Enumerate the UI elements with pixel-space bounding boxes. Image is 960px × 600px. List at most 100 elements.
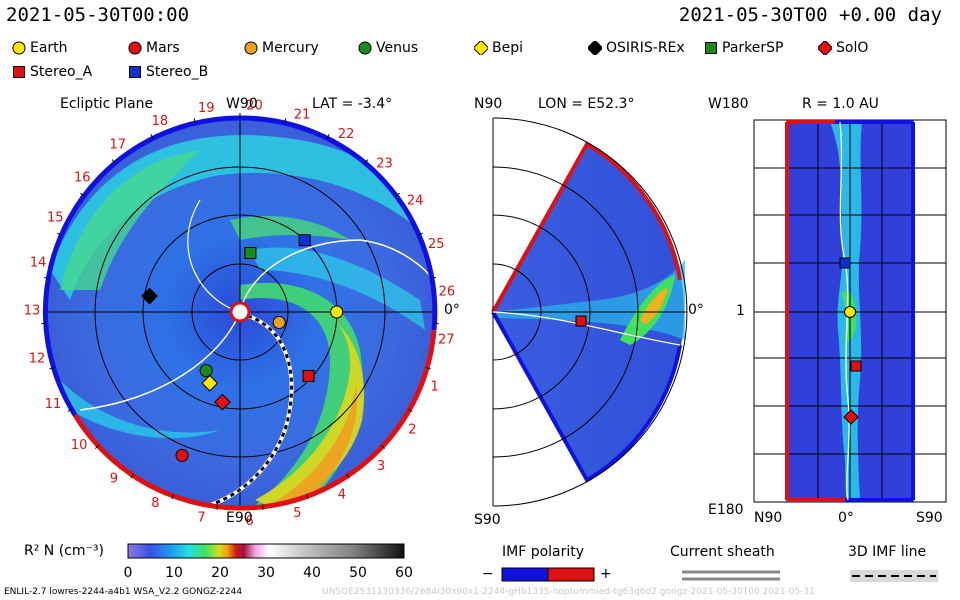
legend-item-mercury: Mercury [244, 40, 319, 56]
carrington-tick-label: 3 [377, 459, 385, 474]
carrington-tick-mark [430, 276, 437, 279]
current-sheath-sample [682, 570, 780, 581]
ecliptic-mars-marker [175, 448, 189, 462]
carrington-tick-mark [171, 494, 175, 500]
carrington-tick-label: 11 [45, 397, 62, 412]
ecliptic-bottom-label: E90 [226, 510, 253, 526]
carrington-tick-mark [80, 192, 85, 197]
legend-label: Stereo_A [30, 64, 93, 80]
carrington-tick-mark [326, 133, 330, 139]
imf-minus: − [482, 566, 494, 582]
imf3d-title: 3D IMF line [848, 544, 927, 560]
legend-item-parkersp: ParkerSP [704, 40, 783, 56]
diamond-marker-icon [818, 41, 832, 55]
legend-item-osiris-rex: OSIRIS-REx [588, 40, 685, 56]
colorbar-label: R² N (cm⁻³) [24, 543, 104, 559]
carrington-tick-label: 10 [71, 438, 88, 453]
carrington-tick-mark [395, 192, 400, 197]
carrington-tick-label: 1 [430, 379, 438, 394]
circle-marker-icon [358, 41, 372, 55]
ecliptic-plot [42, 115, 441, 511]
carrington-tick-label: 25 [428, 237, 445, 252]
meridional-lon-label: LON = E52.3° [538, 96, 635, 112]
carrington-tick-label: 5 [293, 506, 301, 521]
imf-plus: + [600, 566, 612, 582]
radial-bottom-mid: 0° [838, 510, 854, 526]
carrington-tick-label: 15 [47, 210, 64, 225]
ecliptic-bepi-marker [201, 374, 219, 392]
carrington-tick-mark [284, 118, 287, 124]
colorbar-tick-label: 0 [124, 565, 133, 581]
carrington-tick-mark [67, 408, 73, 412]
carrington-tick-label: 12 [29, 352, 46, 367]
radial-r-label: R = 1.0 AU [802, 96, 879, 112]
colorbar-tick-label: 60 [395, 565, 413, 581]
ecliptic-lat-label: LAT = -3.4° [312, 96, 393, 112]
carrington-tick-mark [94, 444, 100, 449]
carrington-tick-mark [49, 367, 55, 370]
carrington-tick-mark [364, 159, 369, 164]
colorbar-tick-label: 30 [257, 565, 275, 581]
sun-marker [229, 301, 251, 323]
timestamp-right: 2021-05-30T00 +0.00 day [678, 4, 942, 26]
carrington-tick-label: 23 [376, 156, 393, 171]
legend-label: Earth [30, 40, 68, 56]
ecliptic-parkersp-marker [244, 246, 257, 259]
imf-title: IMF polarity [502, 544, 585, 560]
radial-stereo-a-marker [850, 360, 862, 372]
ecliptic-venus-marker [199, 364, 213, 378]
meridional-plot [491, 117, 688, 507]
legend-label: Mars [146, 40, 180, 56]
ecliptic-title: Ecliptic Plane [60, 96, 154, 112]
carrington-tick-label: 2 [408, 422, 416, 437]
carrington-tick-label: 8 [151, 496, 159, 511]
radial-solo-marker [843, 409, 859, 425]
colorbar-tick-label: 40 [303, 565, 321, 581]
carrington-tick-label: 14 [30, 256, 47, 271]
legend-item-solo: SolO [818, 40, 868, 56]
meridional-right-label: 0° [688, 302, 704, 318]
carrington-tick-mark [193, 118, 196, 124]
carrington-tick-mark [130, 473, 134, 479]
carrington-tick-label: 4 [338, 487, 346, 502]
imf-negative-swatch [501, 567, 549, 582]
legend-label: OSIRIS-REx [606, 40, 685, 56]
carrington-tick-label: 26 [439, 284, 456, 299]
radial-left-top: W180 [708, 96, 749, 112]
circle-marker-icon [244, 41, 258, 55]
legend-label: Venus [376, 40, 419, 56]
square-marker-icon [129, 66, 141, 78]
radial-left-mid: 1 [736, 303, 745, 319]
meridional-stereo-a-marker [575, 315, 587, 327]
diamond-marker-icon [588, 41, 602, 55]
meridional-top-label: N90 [474, 96, 503, 112]
carrington-tick-mark [216, 504, 218, 510]
legend-item-mars: Mars [128, 40, 180, 56]
diamond-marker-icon [474, 41, 488, 55]
footer-left: ENLIL-2.7 lowres-2244-a4b1 WSA_V2.2 GONG… [4, 587, 243, 597]
ecliptic-right-label: 0° [444, 302, 460, 318]
carrington-tick-label: 19 [198, 101, 215, 116]
legend-item-earth: Earth [12, 40, 68, 56]
carrington-tick-label: 17 [109, 138, 126, 153]
carrington-tick-label: 7 [197, 510, 205, 525]
radial-bottom-left: N90 [754, 510, 783, 526]
carrington-tick-mark [150, 133, 154, 139]
ecliptic-osiris-rex-marker [141, 287, 158, 305]
imf3d-sample [850, 570, 938, 582]
carrington-tick-mark [425, 367, 431, 370]
ecliptic-mercury-marker [272, 315, 286, 330]
carrington-tick-label: 13 [24, 304, 41, 319]
footer-right: UNSOE2531130336/2684I30x90x1-2244-gHb133… [322, 587, 815, 597]
radial-left-bottom: E180 [708, 502, 744, 518]
legend-item-bepi: Bepi [474, 40, 523, 56]
radial-plot [753, 119, 947, 503]
carrington-tick-mark [380, 444, 386, 449]
colorbar-tick-label: 50 [349, 565, 367, 581]
legend-item-stereo-b: Stereo_B [128, 64, 208, 80]
ecliptic-earth-marker [330, 305, 344, 319]
legend-label: Stereo_B [146, 64, 209, 80]
colorbar-tick-label: 10 [165, 565, 183, 581]
carrington-tick-label: 27 [438, 333, 455, 348]
